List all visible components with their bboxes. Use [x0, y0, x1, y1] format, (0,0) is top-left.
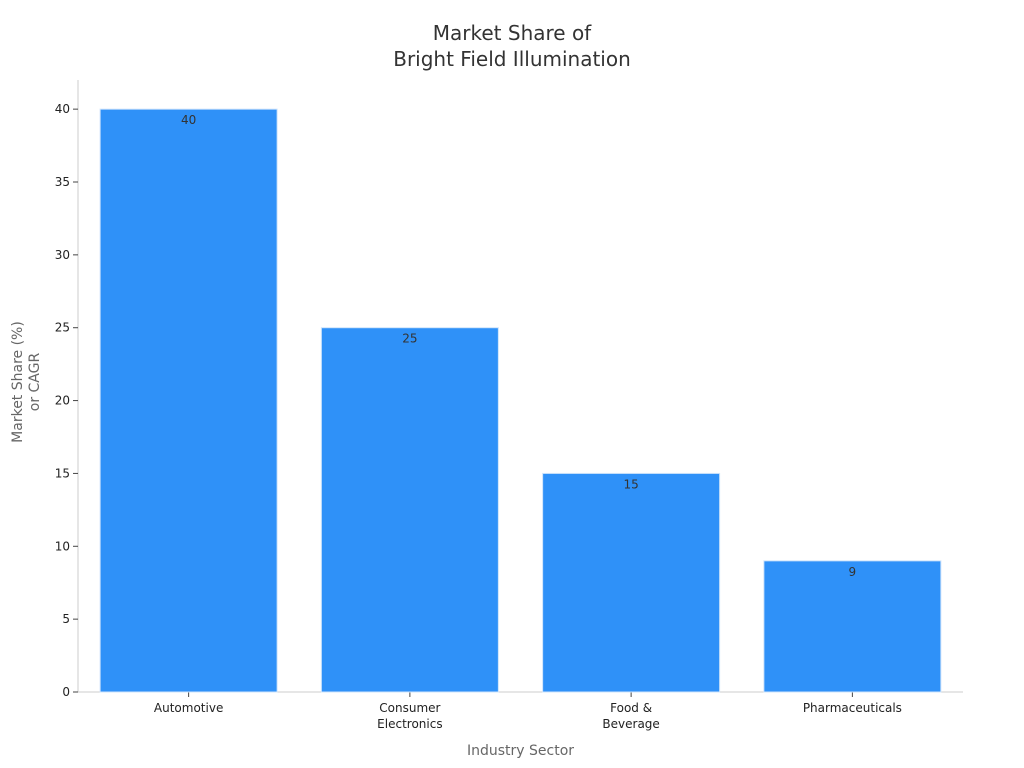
x-tick-label: Electronics — [377, 717, 442, 731]
x-axis-title: Industry Sector — [467, 743, 574, 759]
y-tick-label: 20 — [55, 394, 70, 408]
y-tick-label: 5 — [62, 612, 70, 626]
x-tick-label: Consumer — [379, 701, 440, 715]
bar-value-label: 9 — [849, 565, 857, 579]
x-tick-label: Food & — [610, 701, 652, 715]
bar — [763, 560, 942, 693]
y-tick-label: 15 — [55, 466, 70, 480]
bar-value-label: 25 — [402, 332, 417, 346]
x-axis: Automotive Consumer Electronics Food & Bever… — [78, 691, 963, 731]
bar — [542, 472, 721, 693]
data-labels: 40 25 15 9 — [181, 113, 856, 579]
x-tick-label: Beverage — [602, 717, 659, 731]
bar — [99, 108, 278, 693]
y-tick-label: 30 — [55, 248, 70, 262]
bars — [99, 108, 942, 693]
y-axis-title-line: Market Share (%) — [10, 321, 26, 443]
y-axis-title-line: or CAGR — [27, 353, 43, 412]
y-tick-label: 0 — [62, 685, 70, 699]
chart-title-line: Market Share of — [433, 21, 592, 45]
y-axis-title: Market Share (%)or CAGR — [10, 321, 43, 443]
y-tick-label: 25 — [55, 321, 70, 335]
chart-title-line: Bright Field Illumination — [393, 47, 631, 71]
y-axis: 0 5 10 15 20 25 30 35 40 — [55, 80, 79, 699]
x-tick-label: Automotive — [154, 701, 223, 715]
y-tick-label: 10 — [55, 539, 70, 553]
y-tick-label: 40 — [55, 102, 70, 116]
bar-value-label: 40 — [181, 113, 196, 127]
y-tick-label: 35 — [55, 175, 70, 189]
bar — [320, 327, 499, 693]
x-tick-label: Pharmaceuticals — [803, 701, 902, 715]
bar-value-label: 15 — [623, 477, 638, 491]
